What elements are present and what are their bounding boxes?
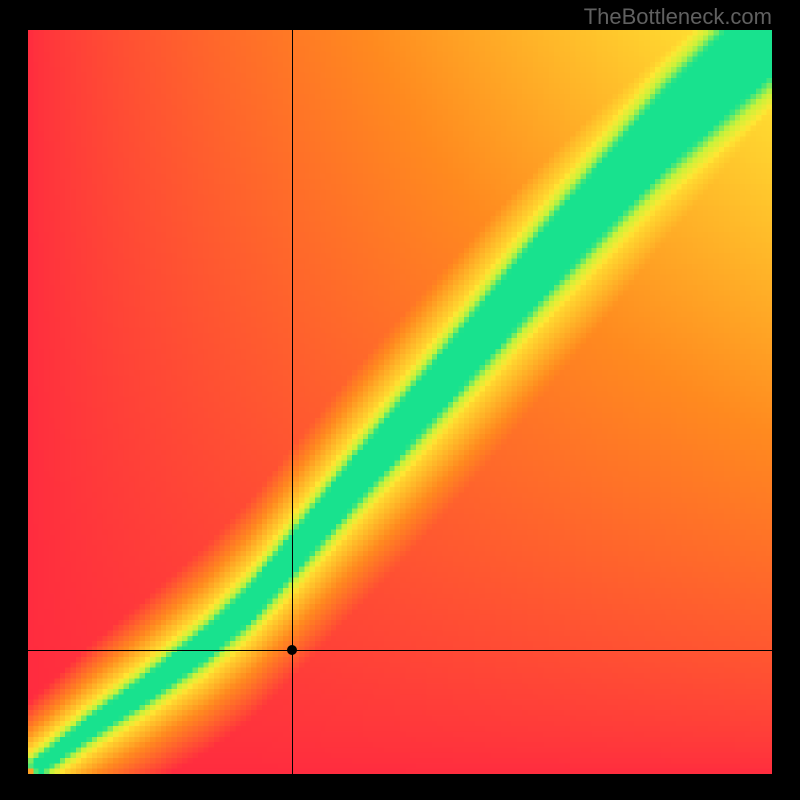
chart-container: { "chart": { "type": "heatmap", "outer_w…: [0, 0, 800, 800]
watermark-text: TheBottleneck.com: [584, 4, 772, 30]
crosshair-vertical: [292, 30, 293, 774]
selection-marker: [287, 645, 297, 655]
bottleneck-heatmap: [28, 30, 772, 774]
crosshair-horizontal: [28, 650, 772, 651]
